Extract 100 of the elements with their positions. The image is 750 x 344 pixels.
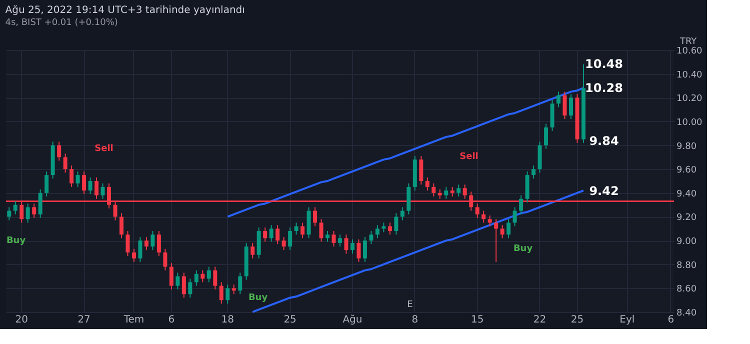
candlestick: [200, 270, 205, 283]
candlestick: [138, 236, 142, 262]
candlestick: [250, 242, 255, 259]
candlestick: [550, 100, 554, 132]
line-series: [226, 87, 584, 218]
candlestick: [156, 230, 161, 257]
candlestick: [538, 141, 542, 174]
candlestick: [556, 91, 561, 108]
candlestick: [494, 218, 498, 262]
candlestick: [394, 212, 398, 236]
candlestick: [375, 224, 380, 239]
candlestick: [450, 186, 454, 197]
x-tick-label: 6: [168, 314, 175, 326]
x-tick-label: 22: [533, 314, 546, 326]
annotation: Buy: [6, 236, 26, 246]
candlestick: [213, 266, 218, 290]
y-tick-label: 8.60: [676, 284, 697, 295]
candlestick: [532, 165, 536, 180]
candlestick: [88, 176, 92, 195]
candlestick: [57, 141, 62, 162]
chart-subtitle: 4s, BIST +0.01 (+0.10%): [5, 18, 118, 28]
annotation: 10.28: [585, 81, 623, 95]
y-tick-label: 9.00: [676, 237, 697, 248]
candlestick: [288, 226, 292, 251]
candlestick: [388, 222, 392, 236]
annotation: E: [407, 300, 414, 310]
candlestick: [512, 206, 517, 227]
candlestick: [256, 226, 261, 259]
candlestick: [276, 224, 280, 245]
x-tick-label: Ağu: [342, 314, 362, 326]
annotation: Buy: [513, 244, 533, 254]
y-tick-label: 8.80: [676, 260, 697, 271]
x-tick-label: 25: [284, 314, 296, 326]
y-tick-label: 9.60: [676, 166, 697, 176]
candlestick: [562, 91, 567, 120]
candlestick: [344, 234, 348, 254]
candlestick: [132, 248, 136, 262]
candlestick: [544, 123, 548, 150]
candlestick: [194, 270, 198, 286]
annotation: Buy: [248, 293, 268, 303]
candlestick: [444, 186, 448, 200]
candlestick: [38, 188, 42, 218]
y-tick-label: 9.20: [676, 213, 697, 224]
y-axis-title: TRY: [679, 37, 698, 47]
candlestick: [400, 206, 404, 221]
candlestick: [26, 203, 30, 224]
candlestick: [263, 226, 268, 242]
candlestick: [432, 182, 436, 197]
candlestick: [506, 218, 511, 239]
candlestick: [144, 236, 148, 251]
candlestick: [206, 266, 211, 283]
y-tick-label: 9.80: [676, 142, 697, 152]
annotation: 9.42: [589, 184, 619, 198]
y-tick-label: 8.40: [676, 308, 697, 318]
candlestick: [282, 236, 286, 251]
y-tick-label: 10.60: [676, 46, 703, 56]
candlestick: [169, 262, 174, 290]
candlestick: [119, 212, 124, 239]
candlestick: [568, 94, 573, 120]
candlestick: [150, 230, 155, 251]
candlestick: [488, 215, 492, 227]
candlestick: [525, 170, 530, 203]
candlestick: [326, 230, 330, 242]
y-tick-label: 10.20: [676, 94, 703, 104]
candlestick: [63, 153, 68, 174]
candlestick: [232, 284, 236, 295]
candlestick: [338, 234, 342, 247]
candlestick: [7, 206, 12, 221]
x-tick-label: 15: [470, 314, 484, 326]
candlestick: [500, 224, 504, 239]
candlestick: [126, 230, 130, 257]
y-tick-label: 10.40: [676, 70, 703, 80]
candlestick: [100, 182, 105, 200]
candlestick: [76, 170, 80, 188]
candlestick: [482, 210, 486, 224]
candlestick: [163, 248, 168, 271]
candlestick: [188, 278, 192, 298]
x-tick-label: 27: [78, 314, 90, 326]
candlestick: [219, 282, 224, 304]
candlestick: [313, 206, 318, 227]
x-tick-label: 25: [570, 314, 584, 326]
candlestick: [13, 200, 18, 215]
candlestick: [306, 206, 311, 239]
x-tick-label: Eyl: [620, 314, 635, 326]
candlestick: [362, 236, 367, 262]
x-tick-label: 20: [15, 314, 28, 326]
candlestick: [82, 170, 86, 195]
candlestick: [519, 194, 524, 215]
candlestick: [176, 272, 180, 290]
candlestick: [425, 176, 430, 192]
candlestick: [294, 222, 298, 236]
candlestick: [70, 165, 74, 188]
x-tick-label: Tem: [122, 314, 144, 326]
candlestick: [419, 155, 424, 186]
x-tick-label: 8: [412, 314, 418, 326]
candlestick: [406, 182, 411, 215]
candlestick: [369, 230, 374, 245]
candlestick: [456, 184, 461, 197]
annotation: 10.48: [585, 57, 623, 71]
candlestick: [300, 222, 305, 239]
